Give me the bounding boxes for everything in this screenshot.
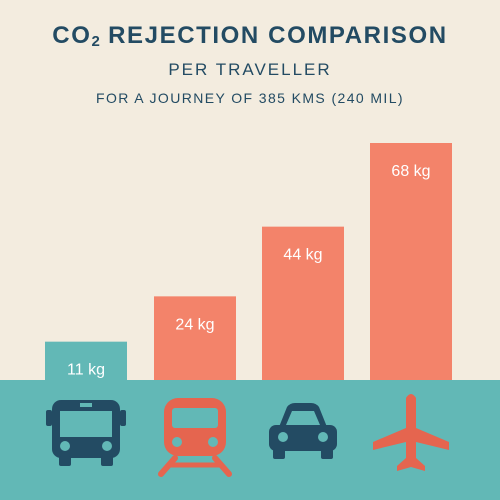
bar-label-plane: 68 kg: [391, 163, 430, 180]
chart-subtitle: PER TRAVELLER: [168, 60, 332, 79]
bar-label-car: 44 kg: [283, 247, 322, 264]
chart-subtitle-journey: FOR A JOURNEY OF 385 KMS (240 MIL): [96, 90, 404, 106]
bar-plane: [370, 143, 452, 380]
bars-group: 11 kg 24 kg 44 kg 68 kg: [45, 143, 452, 380]
bar-label-train: 24 kg: [175, 316, 214, 333]
bar-bus: [45, 341, 127, 380]
train-icon: [158, 398, 232, 477]
icons-group: [46, 394, 449, 477]
chart-title: CO2 REJECTION COMPARISON: [0, 22, 500, 50]
bar-train: [154, 296, 236, 380]
car-icon: [269, 403, 337, 459]
plane-icon: [373, 394, 449, 471]
bus-icon: [46, 400, 126, 466]
title-suffix: REJECTION COMPARISON: [99, 22, 448, 49]
bar-label-bus: 11 kg: [67, 362, 105, 379]
bar-car: [262, 226, 344, 380]
title-subscript: 2: [91, 33, 100, 50]
title-prefix: CO: [52, 22, 92, 49]
